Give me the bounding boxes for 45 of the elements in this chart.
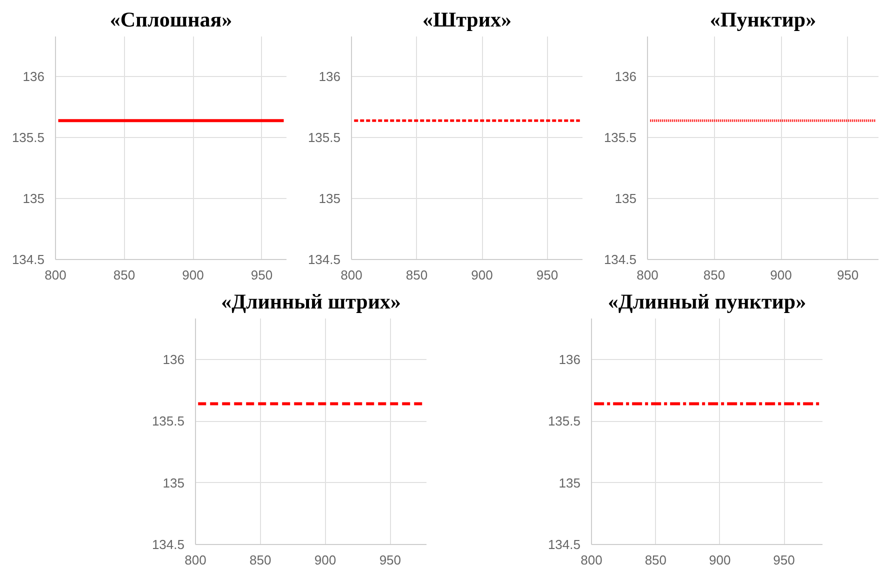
x-tick-label: 900 [314,552,336,568]
y-tick-label: 134.5 [12,252,45,267]
y-tick-label: 134.5 [604,252,637,267]
x-tick-label: 800 [184,552,206,568]
x-tick-label: 950 [536,268,558,282]
y-tick-label: 136 [162,352,185,367]
chart-title: «Длинный пунктир» [608,290,806,314]
x-tick-label: 850 [644,552,667,568]
chart-title: «Пунктир» [710,8,816,32]
x-tick-label: 850 [406,268,428,282]
x-tick-label: 850 [113,268,136,282]
x-tick-label: 950 [250,268,273,282]
y-tick-label: 136 [318,69,341,84]
x-tick-label: 850 [703,268,726,282]
y-tick-label: 136 [558,352,581,367]
x-tick-label: 800 [636,268,658,282]
x-tick-label: 800 [580,552,602,568]
y-tick-label: 135.5 [12,130,45,146]
x-tick-label: 900 [182,268,204,282]
y-tick-label: 135 [318,191,341,206]
y-tick-label: 135.5 [604,130,637,146]
y-tick-label: 136 [614,69,637,84]
y-tick-label: 135 [558,475,581,490]
x-tick-label: 950 [379,552,402,568]
x-tick-label: 900 [708,552,731,568]
y-tick-label: 135 [22,191,45,206]
y-tick-label: 136 [22,69,45,84]
x-tick-label: 800 [44,268,66,282]
chart-title: «Штрих» [422,8,512,32]
x-tick-label: 950 [836,268,859,282]
x-tick-label: 800 [340,268,362,282]
x-tick-label: 900 [471,268,493,282]
x-tick-label: 900 [770,268,792,282]
x-tick-label: 850 [250,552,272,568]
y-tick-label: 134.5 [308,252,341,267]
chart-title: «Длинный штрих» [221,290,401,314]
y-tick-label: 135.5 [308,130,341,146]
y-tick-label: 135.5 [548,414,581,429]
chart-title: «Сплошная» [110,8,232,32]
y-tick-label: 134.5 [152,537,185,552]
y-tick-label: 135.5 [152,414,185,429]
x-tick-label: 950 [773,552,795,568]
y-tick-label: 135 [614,191,637,206]
y-tick-label: 134.5 [548,537,581,552]
y-tick-label: 135 [162,475,185,490]
